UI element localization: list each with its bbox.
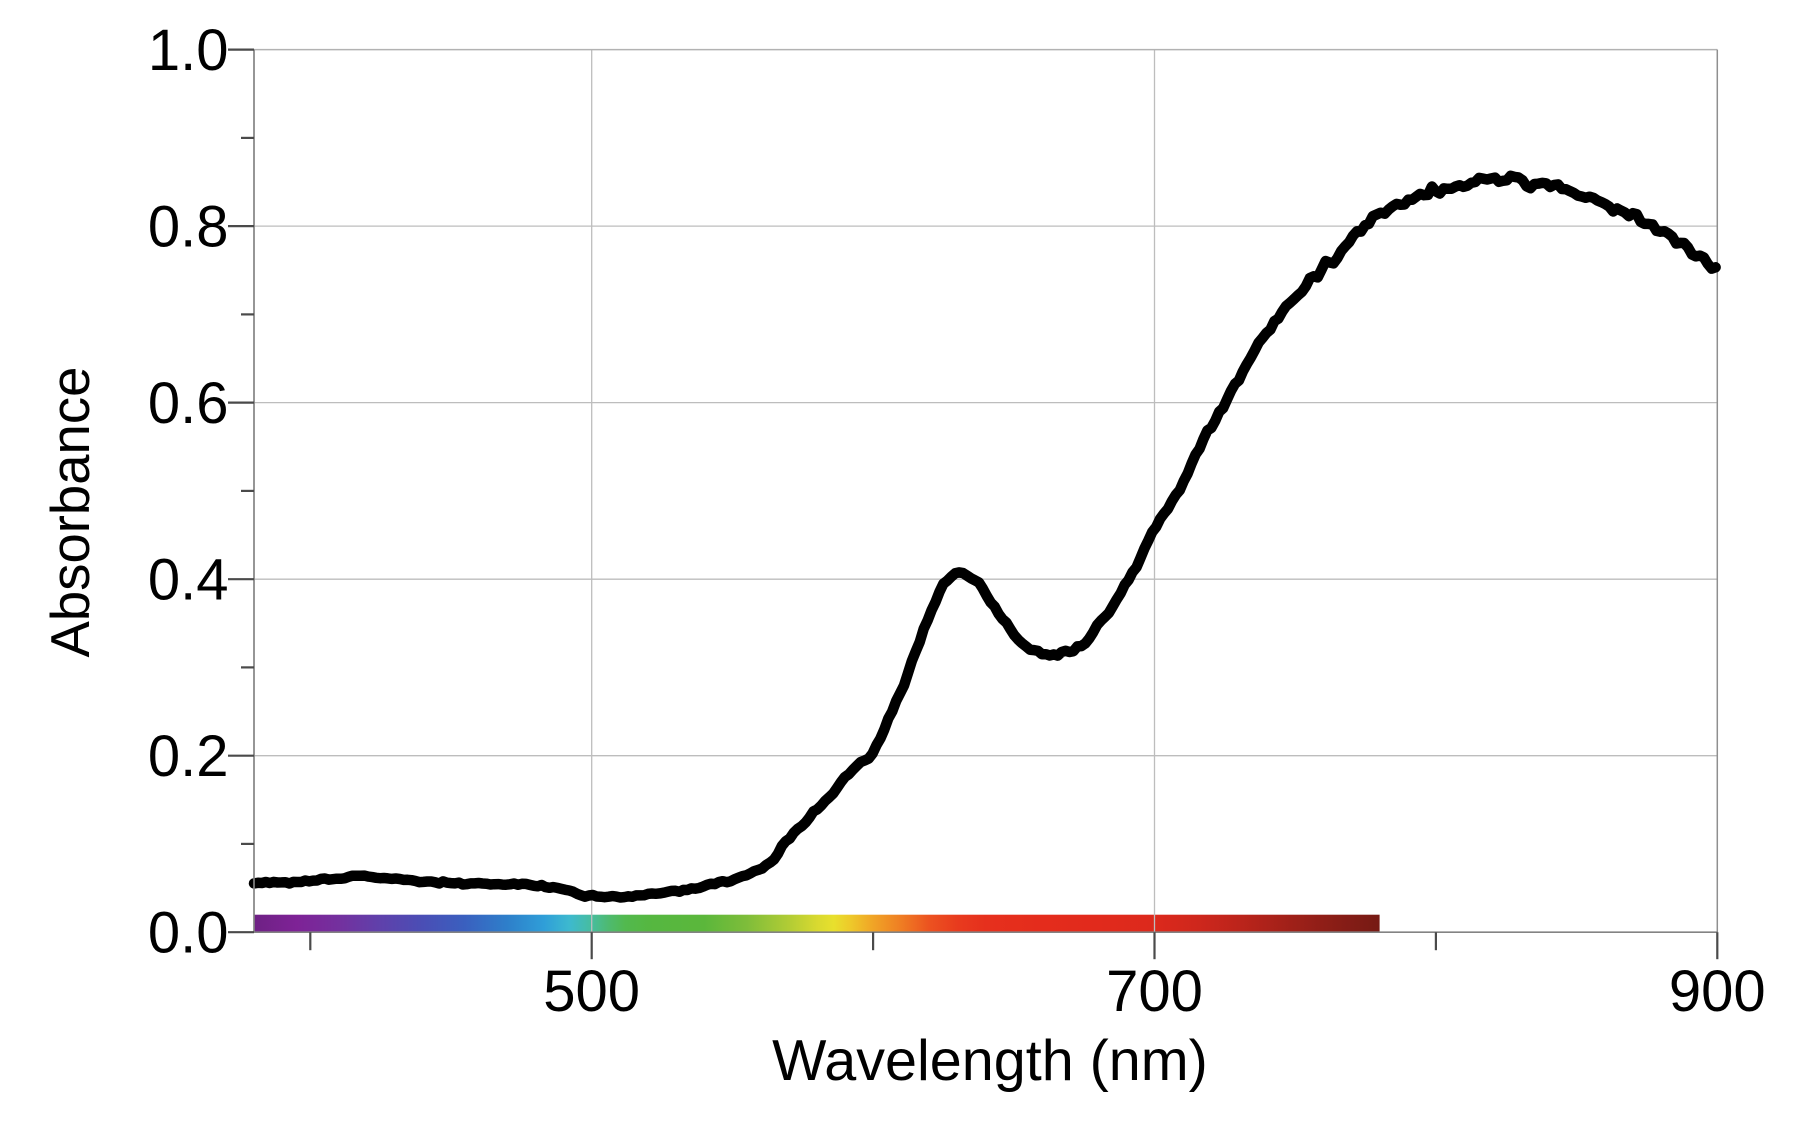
svg-text:0.4: 0.4	[148, 548, 229, 613]
svg-text:Absorbance: Absorbance	[40, 367, 101, 658]
svg-text:900: 900	[1669, 959, 1766, 1024]
svg-text:Wavelength (nm): Wavelength (nm)	[772, 1029, 1208, 1093]
svg-text:0.0: 0.0	[148, 901, 229, 966]
svg-text:1.0: 1.0	[148, 18, 229, 83]
svg-text:0.6: 0.6	[148, 371, 229, 436]
svg-text:700: 700	[1106, 959, 1203, 1024]
svg-text:0.2: 0.2	[148, 724, 229, 789]
svg-text:500: 500	[543, 959, 640, 1024]
svg-text:0.8: 0.8	[148, 195, 229, 260]
